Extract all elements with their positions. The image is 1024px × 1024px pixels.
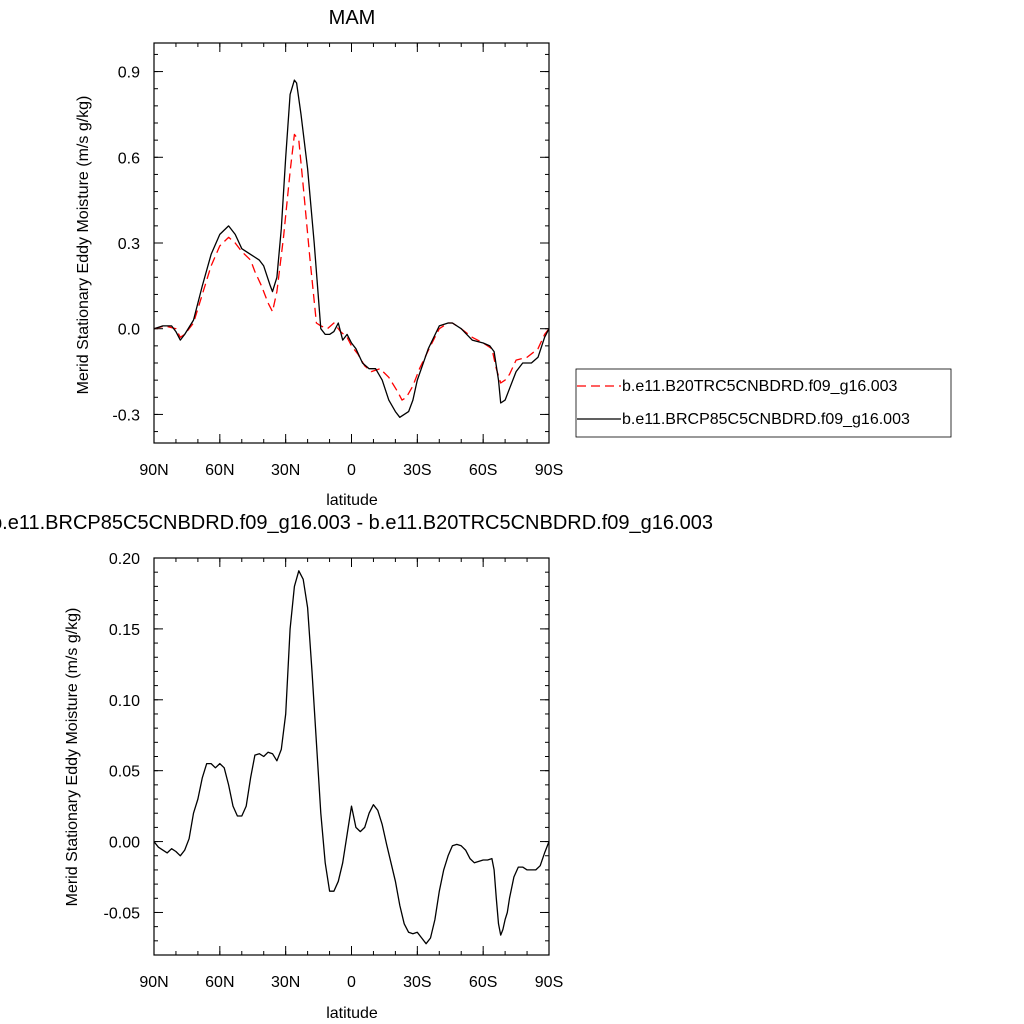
bottom-x-tick-label: 60N [205,974,234,991]
top-series-line-0 [153,133,550,401]
top-y-tick-label: 0.9 [118,65,140,82]
bottom-y-tick-label: -0.05 [104,905,141,922]
top-x-axis-label: latitude [326,492,378,509]
top-y-tick-label: -0.3 [112,407,140,424]
top-plot-frame [153,42,550,444]
bottom-y-axis-label: Merid Stationary Eddy Moisture (m/s g/kg… [64,608,81,907]
legend-box [575,368,952,438]
bottom-y-tick-label: 0.10 [109,693,140,710]
legend-entry-rcp85: b.e11.BRCP85C5CNBDRD.f09_g16.003 [622,411,910,428]
top-y-tick-label: 0.0 [118,322,140,339]
top-x-tick-label: 60N [205,462,234,479]
top-y-axis-label: Merid Stationary Eddy Moisture (m/s g/kg… [75,96,92,395]
top-plot-area: 90N 60N 30N 0 30S 60S 90S -0.3 0.0 0.3 0.6 0.9 [112,42,563,479]
bottom-y-tick-label: 0.15 [109,622,140,639]
legend-entry-historical: b.e11.B20TRC5CNBDRD.f09_g16.003 [622,378,898,395]
bottom-series-line-0 [153,570,550,945]
top-x-tick-label: 0 [347,462,356,479]
bottom-x-axis-label: latitude [326,1005,378,1022]
top-x-tick-label: 30S [403,462,431,479]
top-x-tick-label: 30N [271,462,300,479]
bottom-x-tick-label: 60S [469,974,497,991]
top-panel: MAM 90N 60N 30N 0 30S 60S 90S-0.30.00.30.60.9 … [75,7,952,509]
bottom-x-tick-label: 0 [347,974,356,991]
top-y-tick-label: 0.6 [118,150,140,167]
bottom-y-tick-label: 0.20 [109,551,140,568]
bottom-chart-title: b.e11.BRCP85C5CNBDRD.f09_g16.003 - b.e11… [0,512,713,534]
bottom-y-tick-label: 0.05 [109,764,140,781]
top-y-tick-label: 0.3 [118,236,140,253]
bottom-x-tick-label: 30S [403,974,431,991]
top-series-line-1 [153,79,550,418]
bottom-panel: b.e11.BRCP85C5CNBDRD.f09_g16.003 - b.e11… [0,512,713,1022]
bottom-y-tick-label: 0.00 [109,835,140,852]
bottom-plot-area: 90N 60N 30N 0 30S 60S 90S -0.05 0.00 0.05 0.10 0.15… [104,551,564,991]
bottom-x-tick-label: 30N [271,974,300,991]
bottom-x-tick-label: 90N [139,974,168,991]
top-x-tick-label: 90S [535,462,563,479]
top-x-tick-label: 90N [139,462,168,479]
bottom-plot-frame [153,557,550,956]
top-chart-title: MAM [329,7,376,29]
bottom-x-tick-label: 90S [535,974,563,991]
legend: b.e11.B20TRC5CNBDRD.f09_g16.003 b.e11.BR… [575,368,952,438]
top-x-tick-label: 60S [469,462,497,479]
